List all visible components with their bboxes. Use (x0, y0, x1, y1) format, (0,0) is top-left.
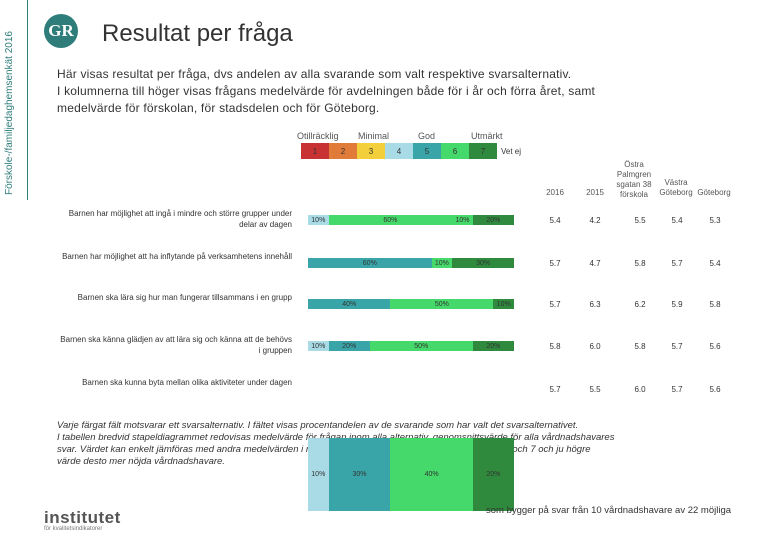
scale-box: Vet ej (497, 143, 525, 159)
response-bar: 40% 50% 10% (308, 299, 514, 309)
column-header: Östra Palmgren sgatan 38 förskola (616, 160, 652, 199)
scale-group-label: Otillräcklig (297, 131, 339, 141)
mean-value: 5.7 (671, 259, 683, 268)
scale-group-label: Utmärkt (471, 131, 503, 141)
mean-value: 6.3 (589, 300, 601, 309)
scale-box: 3 (357, 143, 385, 159)
bar-segment: 30% (452, 258, 514, 268)
mean-value: 5.4 (671, 216, 683, 225)
mean-value: 5.7 (549, 300, 561, 309)
mean-value: 6.2 (634, 300, 646, 309)
scale-box: 6 (441, 143, 469, 159)
column-header: 2016 (546, 188, 564, 197)
mean-value: 5.3 (709, 216, 721, 225)
mean-value: 5.8 (634, 342, 646, 351)
scale-box: 4 (385, 143, 413, 159)
respondent-base-note: som bygger på svar från 10 vårdnadshavar… (486, 505, 732, 516)
note-line: värde desto mer nöjda vårdnadshavare. (57, 456, 225, 467)
intro-line: Här visas resultat per fråga, dvs andele… (57, 67, 572, 81)
bar-segment: 20% (328, 341, 370, 351)
bar-segment: 50% (390, 299, 494, 309)
mean-value: 5.5 (589, 385, 601, 394)
bar-segment: 20% (472, 215, 514, 225)
sidebar-divider (27, 0, 28, 200)
question-label: Barnen har möjlighet att ingå i mindre o… (68, 209, 292, 229)
response-bar: 60% 10% 30% (308, 258, 514, 268)
mean-value: 5.6 (709, 342, 721, 351)
scale-group-label: Minimal (358, 131, 390, 141)
mean-value: 6.0 (634, 385, 646, 394)
mean-value: 6.0 (589, 342, 601, 351)
bar-segment: 10% (493, 299, 514, 309)
example-bar-segment: 40% (390, 438, 473, 511)
column-header: Göteborg (697, 188, 731, 197)
mean-value: 5.7 (549, 259, 561, 268)
bar-segment: 20% (472, 341, 514, 351)
column-header: 2015 (586, 188, 604, 197)
intro-line: medelvärde för förskolan, för stadsdelen… (57, 101, 380, 115)
mean-value: 5.8 (709, 300, 721, 309)
bar-segment: 10% (308, 215, 329, 225)
question-label: Barnen ska kunna byta mellan olika aktiv… (82, 378, 292, 387)
question-label: Barnen ska känna glädjen av att lära sig… (60, 335, 292, 355)
bar-segment: 40% (308, 299, 391, 309)
response-bar: 10% 60% 10% 20% (308, 215, 514, 225)
bar-segment: 60% (328, 215, 453, 225)
mean-value: 5.7 (671, 385, 683, 394)
mean-value: 4.2 (589, 216, 601, 225)
bar-segment: 10% (452, 215, 473, 225)
example-bar: 10% 30% 40% 20% (308, 438, 514, 511)
scale-group-label: God (418, 131, 436, 141)
mean-value: 5.5 (634, 216, 646, 225)
bar-segment: 10% (308, 341, 329, 351)
gr-logo-icon: GR (44, 14, 78, 48)
mean-value: 5.4 (549, 216, 561, 225)
intro-text: Här visas resultat per fråga, dvs andele… (57, 66, 697, 117)
page-title: Resultat per fråga (102, 20, 293, 47)
question-label: Barnen har möjlighet att ha inflytande p… (62, 252, 292, 261)
scale-box: 1 (301, 143, 329, 159)
scale-box: 7 (469, 143, 497, 159)
mean-value: 5.7 (549, 385, 561, 394)
note-line: I tabellen bredvid stapeldiagrammet redo… (57, 432, 615, 443)
example-bar-segment: 10% (308, 438, 329, 511)
example-bar-segment: 30% (328, 438, 391, 511)
question-label: Barnen ska lära sig hur man fungerar til… (77, 293, 292, 302)
note-line: Varje färgat fält motsvarar ett svarsalt… (57, 420, 579, 431)
intro-line: I kolumnerna till höger visas frågans me… (57, 84, 596, 98)
response-bar: 10% 20% 50% 20% (308, 341, 514, 351)
mean-value: 5.4 (709, 259, 721, 268)
mean-value: 4.7 (589, 259, 601, 268)
scale-box: 5 (413, 143, 441, 159)
institutet-logo: institutet (44, 508, 121, 527)
scale-box: 2 (329, 143, 357, 159)
bar-segment: 50% (369, 341, 473, 351)
bar-segment: 60% (308, 258, 432, 268)
sidebar-label: Förskole-/familjedaghemsenkät 2016 (4, 31, 15, 195)
mean-value: 5.9 (671, 300, 683, 309)
column-header: Västra Göteborg (659, 178, 693, 197)
institutet-subtitle: för kvalitetsindikatorer (44, 526, 103, 532)
bar-segment: 10% (431, 258, 453, 268)
mean-value: 5.8 (634, 259, 646, 268)
example-bar-segment: 20% (472, 438, 514, 511)
mean-value: 5.8 (549, 342, 561, 351)
mean-value: 5.6 (709, 385, 721, 394)
mean-value: 5.7 (671, 342, 683, 351)
